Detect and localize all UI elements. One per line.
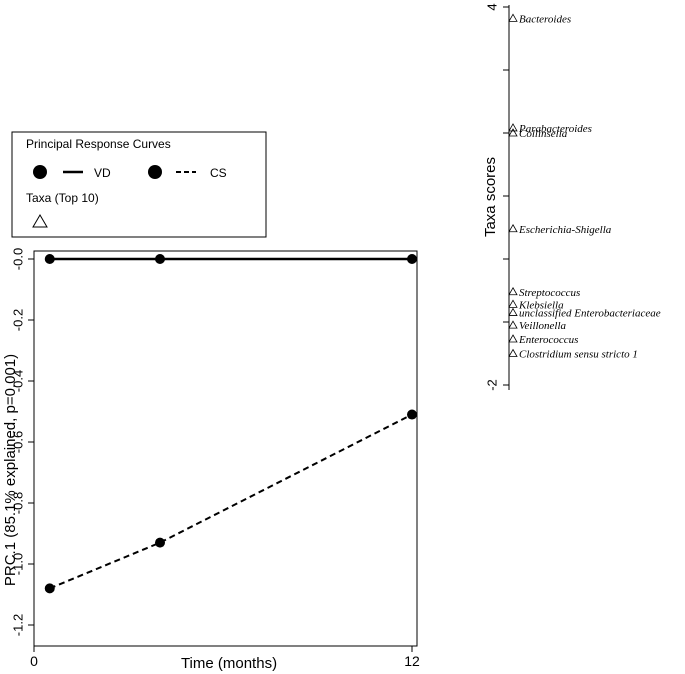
- taxa-triangle-icon: [508, 307, 518, 316]
- taxa-label: Bacteroides: [519, 13, 571, 25]
- legend-cs-label: CS: [210, 166, 227, 180]
- y-tick-label: -0.8: [10, 492, 25, 514]
- plot-frame: [33, 250, 418, 647]
- x-axis-label: Time (months): [181, 655, 277, 672]
- y-axis-label: PRC.1 (85.1% explained, p=0.001): [2, 354, 19, 586]
- y-tick-label: -0.0: [10, 248, 25, 270]
- taxa-label: Streptococcus: [519, 287, 580, 299]
- taxa-triangle-icon: [508, 348, 518, 357]
- y-tick-label: -0.4: [10, 370, 25, 392]
- taxa-tick-label: -2: [484, 379, 499, 391]
- taxa-axis-ticks: 4 -2: [484, 3, 509, 391]
- taxa-label: unclassified Enterobacteriaceae: [519, 308, 661, 320]
- x-tick-label: 0: [30, 653, 38, 669]
- data-point-cs: [407, 409, 417, 420]
- data-point-cs: [155, 537, 165, 548]
- legend-cs-marker: [148, 165, 162, 179]
- taxa-label: Escherichia-Shigella: [518, 224, 612, 236]
- taxa-label: Parabacteroides: [518, 123, 592, 135]
- legend-title: Principal Response Curves: [26, 137, 171, 151]
- legend-vd-marker: [33, 165, 47, 179]
- taxa-axis-label: Taxa scores: [482, 157, 499, 237]
- taxa-triangle-icon: [508, 123, 518, 132]
- taxa-label: Veillonella: [519, 320, 567, 332]
- data-point-cs: [44, 583, 55, 594]
- x-axis-ticks: 0 12: [30, 646, 420, 669]
- taxa-tick-label: 4: [484, 3, 499, 10]
- legend-taxa-label: Taxa (Top 10): [26, 191, 99, 205]
- taxa-triangle-icon: [508, 334, 518, 343]
- y-axis-ticks: -0.0 -0.2 -0.4 -0.6 -0.8 -1.0 -1.2: [10, 248, 34, 636]
- series-line-cs: [49, 413, 413, 590]
- x-tick-label: 12: [404, 653, 420, 669]
- taxa-label: Collinsella: [519, 128, 568, 140]
- taxa-triangle-icon: [508, 128, 518, 137]
- data-point-vd: [155, 254, 165, 264]
- y-tick-label: -0.2: [10, 309, 25, 331]
- taxa-triangle-icon: [508, 223, 518, 233]
- y-tick-label: -1.2: [10, 614, 25, 636]
- taxa-triangle-icon: [508, 13, 518, 22]
- taxa-triangle-icon: [508, 320, 518, 329]
- legend-box: [11, 131, 267, 238]
- y-tick-label: -1.0: [10, 553, 25, 575]
- taxa-label: Klebsiella: [518, 299, 564, 311]
- series-points: [44, 254, 417, 594]
- legend-taxa-triangle-icon: [32, 214, 48, 228]
- taxa-triangle-icon: [508, 286, 518, 296]
- legend: Principal Response Curves VD CS Taxa (To…: [11, 131, 267, 238]
- legend-vd-label: VD: [94, 166, 111, 180]
- data-point-vd: [407, 254, 417, 264]
- taxa-label: Enterococcus: [518, 334, 578, 346]
- series-lines: [49, 257, 413, 590]
- data-point-vd: [44, 254, 55, 264]
- y-tick-label: -0.6: [10, 431, 25, 453]
- taxa-label: Clostridium sensu stricto 1: [519, 349, 638, 361]
- taxa-triangle-icon: [508, 299, 518, 308]
